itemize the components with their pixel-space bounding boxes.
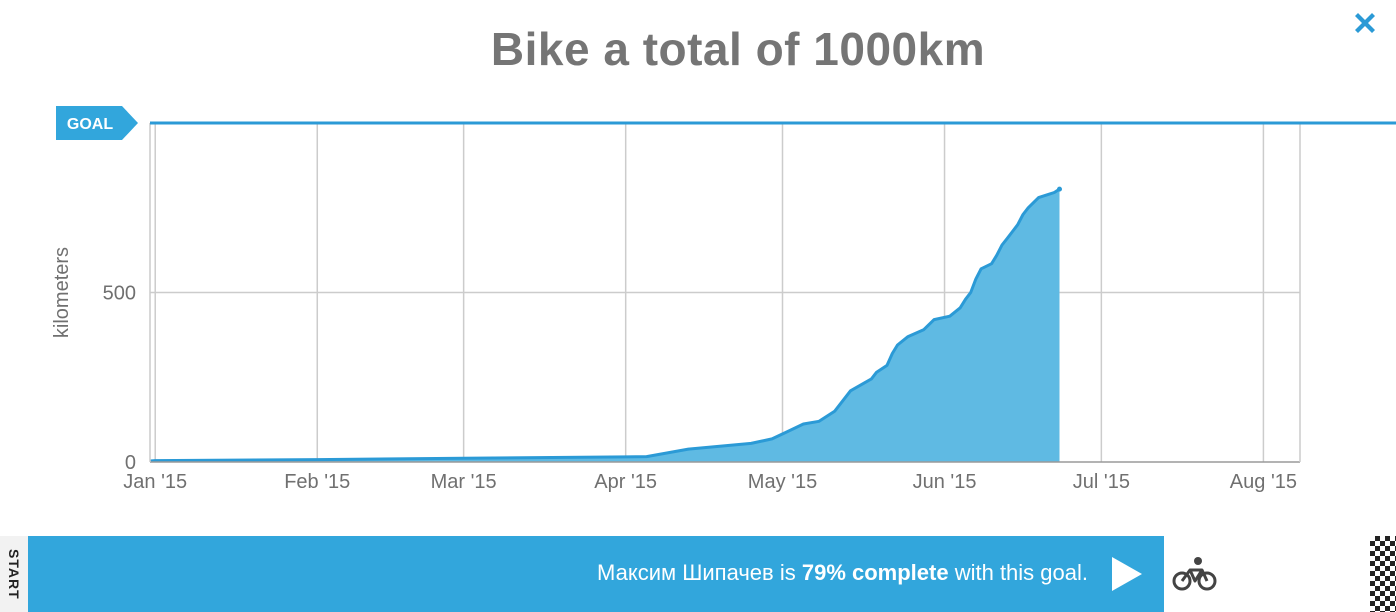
x-tick-label: Jan '15 — [123, 471, 187, 493]
close-icon[interactable] — [1350, 8, 1380, 38]
start-label: START — [6, 548, 22, 600]
progress-text-is: is — [773, 560, 802, 585]
x-tick-label: Apr '15 — [594, 471, 657, 493]
x-tick-label: Jun '15 — [913, 471, 977, 493]
progress-text-suffix: with this goal. — [948, 560, 1088, 585]
chart-grid — [150, 123, 1300, 462]
progress-endpoint — [1057, 186, 1062, 192]
goal-marker: GOAL — [56, 106, 1396, 140]
y-axis-label: kilometers — [51, 247, 73, 338]
progress-percent: 79% complete — [801, 560, 949, 585]
goal-label: GOAL — [67, 116, 113, 133]
bike-icon — [1172, 557, 1217, 591]
x-tick-label: Jul '15 — [1073, 471, 1130, 493]
x-tick-label: Mar '15 — [431, 471, 497, 493]
x-tick-label: May '15 — [748, 471, 817, 493]
progress-bar: Максим Шипачев is 79% complete with this… — [28, 536, 1164, 612]
play-icon[interactable] — [1106, 554, 1146, 594]
y-tick-label: 0 — [125, 452, 136, 474]
chart-axes: Jan '15 Feb '15 Mar '15 Apr '15 May '15 Jun '… — [103, 123, 1301, 493]
x-tick-label: Feb '15 — [284, 471, 350, 493]
progress-area — [150, 189, 1060, 462]
goal-badge — [56, 106, 138, 140]
progress-text: Максим Шипачев is 79% complete with this… — [597, 560, 1088, 586]
page-title: Bike a total of 1000km — [490, 23, 986, 75]
finish-flag-icon — [1370, 536, 1396, 612]
y-tick-label: 500 — [103, 283, 136, 305]
start-marker: START — [0, 536, 29, 612]
progress-user-name: Максим Шипачев — [597, 560, 774, 585]
goal-chart: Jan '15 Feb '15 Mar '15 Apr '15 May '15 Jun '… — [51, 106, 1396, 493]
progress-line — [149, 187, 1061, 463]
x-tick-label: Aug '15 — [1230, 471, 1297, 493]
